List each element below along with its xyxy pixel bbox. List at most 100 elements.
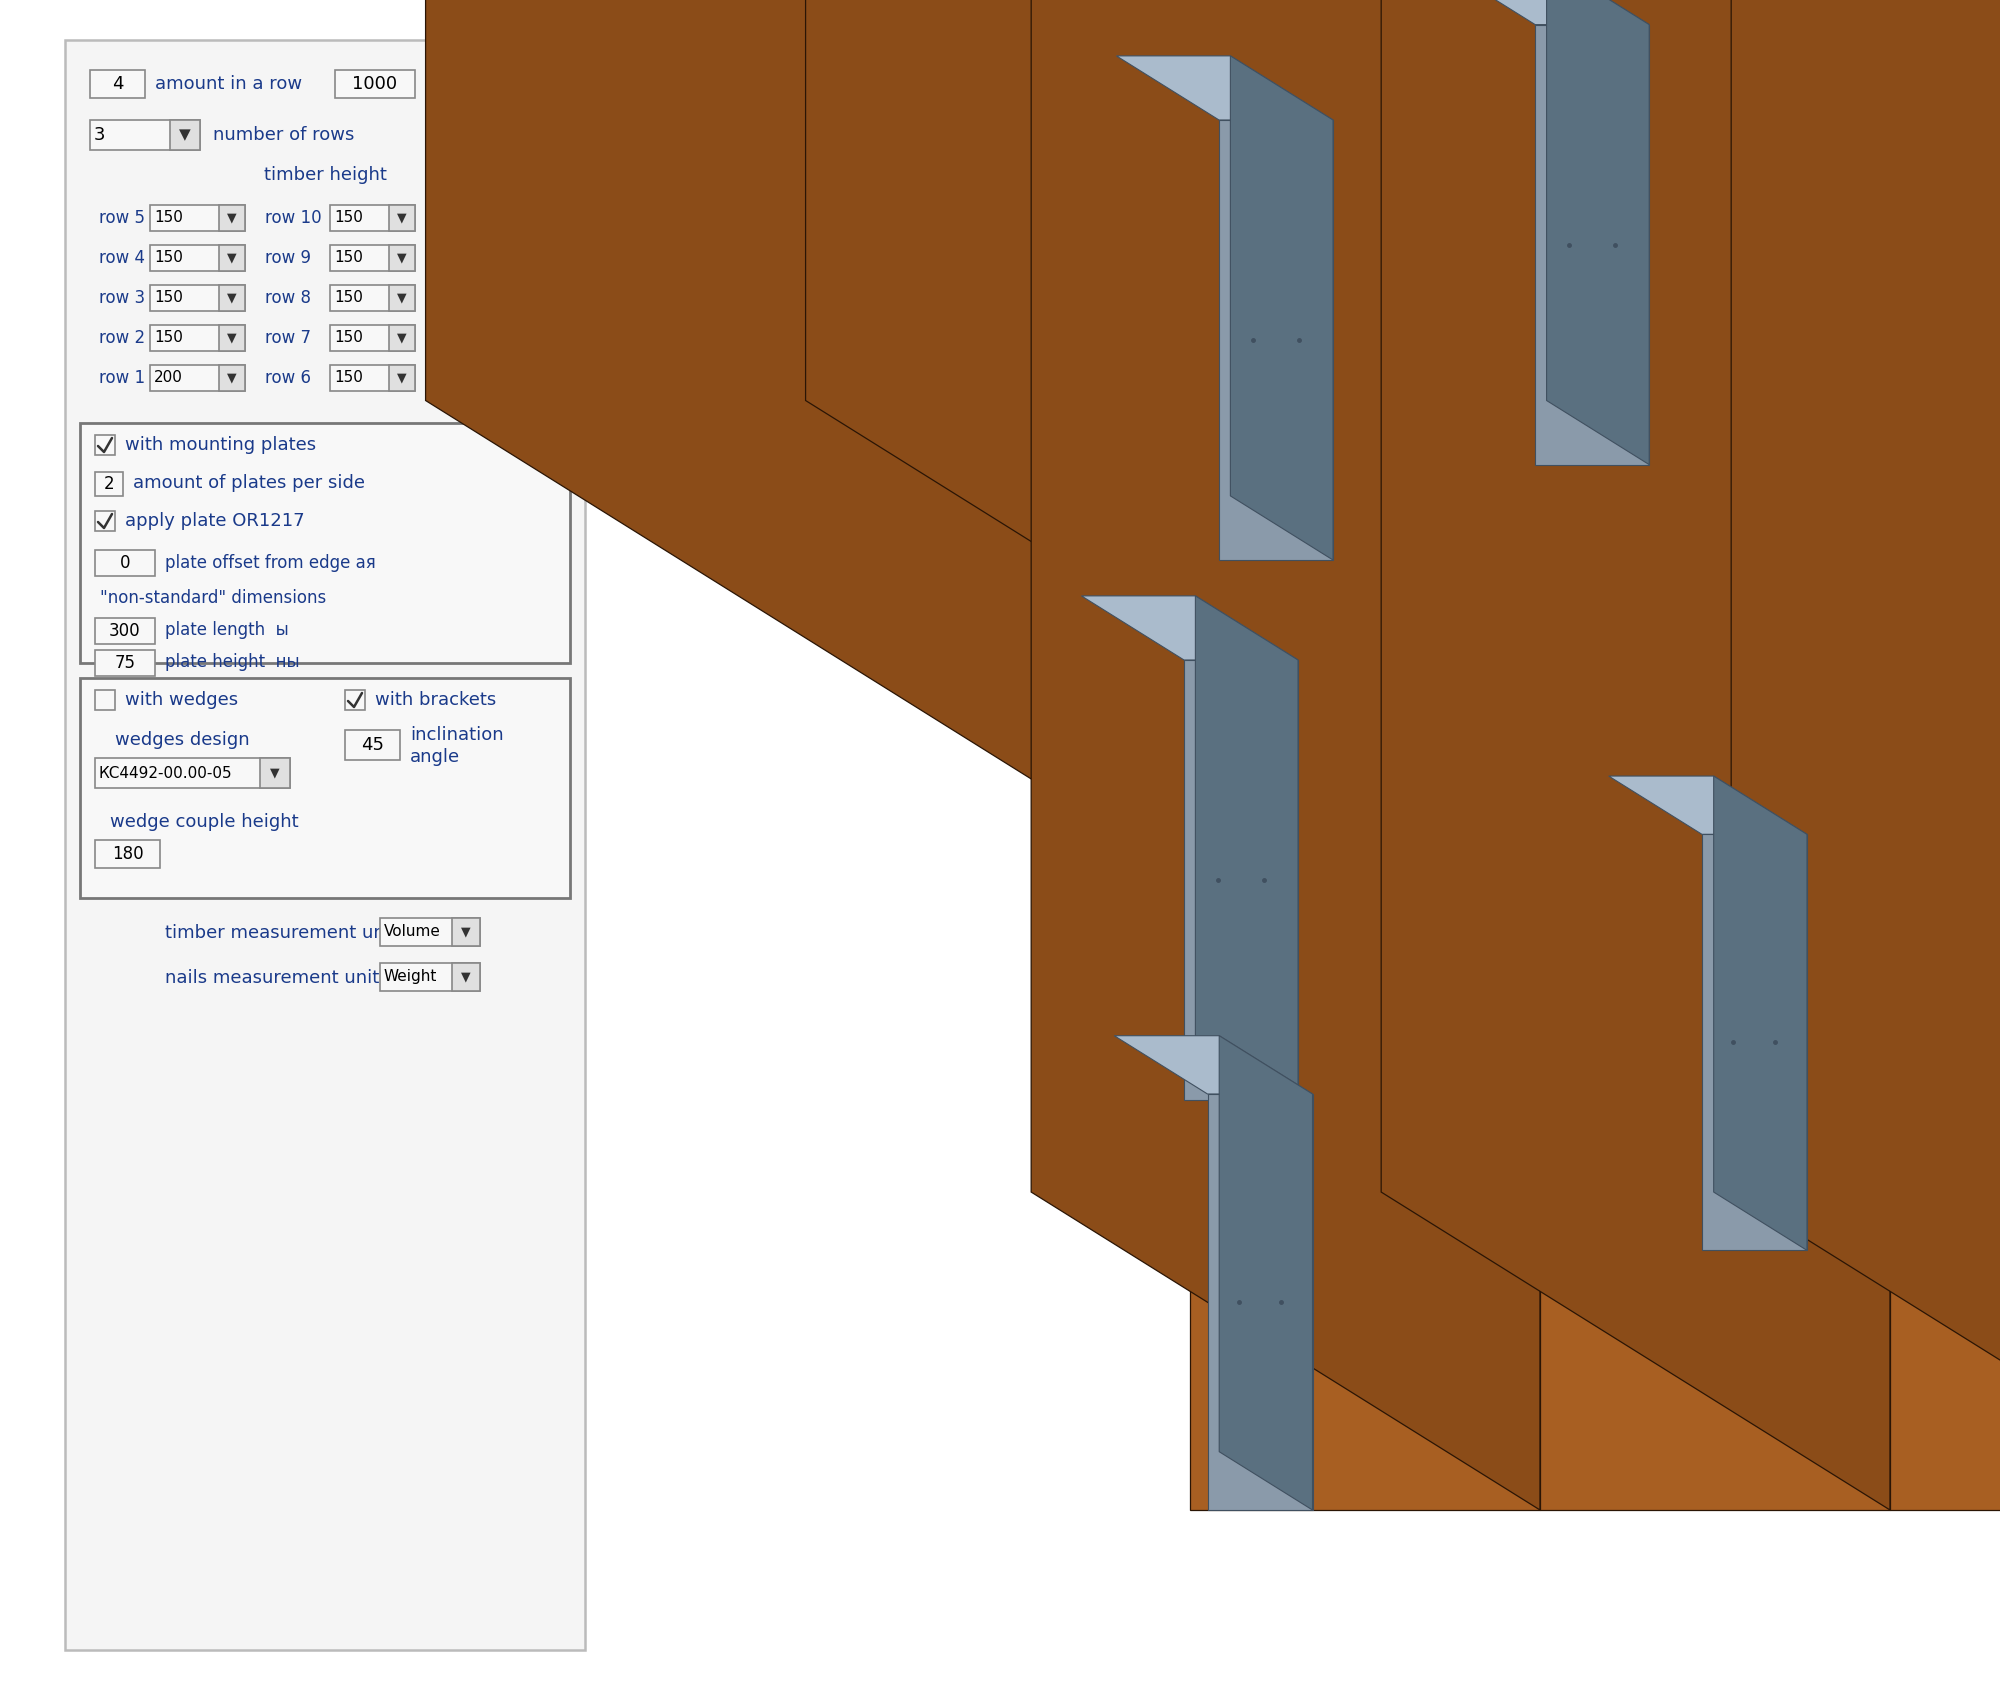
Polygon shape <box>1400 0 1960 560</box>
Text: ▼: ▼ <box>270 767 280 779</box>
Text: ▼: ▼ <box>398 331 406 344</box>
Bar <box>96 691 116 709</box>
Polygon shape <box>1432 0 1650 25</box>
Bar <box>260 759 290 787</box>
Text: 1000: 1000 <box>352 75 398 93</box>
Text: 150: 150 <box>334 210 362 226</box>
Text: ▼: ▼ <box>462 925 470 938</box>
Bar <box>452 962 480 991</box>
Text: wedges design: wedges design <box>116 731 250 748</box>
Polygon shape <box>1544 0 1924 1100</box>
Polygon shape <box>1890 0 2000 1510</box>
Text: 180: 180 <box>112 845 144 864</box>
Bar <box>96 759 290 787</box>
Text: plate offset from edge ая: plate offset from edge ая <box>164 553 376 572</box>
Bar <box>380 962 480 991</box>
Bar <box>150 326 244 351</box>
Bar <box>150 244 244 272</box>
Text: timber measurement unit: timber measurement unit <box>164 923 396 942</box>
Text: Weight: Weight <box>384 969 438 984</box>
Polygon shape <box>1608 776 1806 835</box>
Bar <box>388 326 416 351</box>
Bar <box>220 365 244 390</box>
Text: wedge couple height: wedge couple height <box>110 813 298 832</box>
Text: row 7: row 7 <box>264 329 312 346</box>
Text: 45: 45 <box>360 736 384 753</box>
Polygon shape <box>1220 1035 1312 1510</box>
Bar <box>330 326 416 351</box>
Text: angle: angle <box>410 748 460 765</box>
Text: with brackets: with brackets <box>376 691 496 709</box>
Polygon shape <box>1536 25 1650 465</box>
Text: ▼: ▼ <box>462 971 470 984</box>
Polygon shape <box>1032 0 1540 1510</box>
Text: 150: 150 <box>334 290 362 305</box>
Bar <box>90 70 144 98</box>
Text: row 1: row 1 <box>98 368 144 387</box>
Bar <box>96 434 116 455</box>
Bar <box>80 679 570 898</box>
Polygon shape <box>1184 660 1298 1100</box>
Text: ▼: ▼ <box>398 372 406 385</box>
Bar <box>96 511 116 531</box>
Bar <box>64 41 584 1649</box>
Polygon shape <box>1702 835 1806 1251</box>
Text: 150: 150 <box>334 251 362 265</box>
Text: plate length  ы: plate length ы <box>164 621 288 640</box>
Polygon shape <box>1114 1035 1312 1095</box>
Bar <box>380 918 480 945</box>
Text: row 2: row 2 <box>98 329 144 346</box>
Polygon shape <box>1230 56 1332 560</box>
Bar <box>330 285 416 311</box>
Polygon shape <box>1580 0 1960 560</box>
Text: 200: 200 <box>154 370 182 385</box>
Bar <box>388 285 416 311</box>
Polygon shape <box>1220 120 1332 560</box>
Text: 75: 75 <box>114 653 136 672</box>
Bar <box>388 244 416 272</box>
Bar <box>220 285 244 311</box>
Bar <box>96 472 124 496</box>
Text: 150: 150 <box>154 331 182 346</box>
Text: row 5: row 5 <box>100 209 144 227</box>
Text: with mounting plates: with mounting plates <box>124 436 316 455</box>
Bar <box>96 840 160 867</box>
Polygon shape <box>1566 0 2000 1100</box>
Polygon shape <box>1208 1095 1312 1510</box>
Text: inclination: inclination <box>410 726 504 743</box>
Text: ▼: ▼ <box>228 331 236 344</box>
Polygon shape <box>1714 776 1806 1251</box>
Text: "non-standard" dimensions: "non-standard" dimensions <box>100 589 326 608</box>
Polygon shape <box>1924 0 2000 1100</box>
Text: row 10: row 10 <box>264 209 322 227</box>
Polygon shape <box>1960 0 2000 560</box>
Text: amount of plates per side: amount of plates per side <box>132 473 364 492</box>
Polygon shape <box>806 0 1924 1100</box>
Text: ▼: ▼ <box>228 372 236 385</box>
Bar <box>336 70 416 98</box>
Text: 0: 0 <box>120 553 130 572</box>
Text: timber length: timber length <box>424 75 548 93</box>
Text: КС4492-00.00-05: КС4492-00.00-05 <box>100 765 232 781</box>
Text: apply plate OR1217: apply plate OR1217 <box>124 512 304 529</box>
Text: ▼: ▼ <box>398 292 406 304</box>
Polygon shape <box>426 0 1544 1100</box>
Polygon shape <box>1200 0 1580 560</box>
Text: row 9: row 9 <box>264 249 312 266</box>
Polygon shape <box>1164 0 1544 1100</box>
Text: row 3: row 3 <box>98 288 144 307</box>
Text: Volume: Volume <box>384 925 440 940</box>
Polygon shape <box>1382 0 1890 1510</box>
Bar <box>96 550 156 575</box>
Bar <box>220 205 244 231</box>
Bar <box>220 326 244 351</box>
Polygon shape <box>1546 0 1650 465</box>
Text: row 8: row 8 <box>264 288 312 307</box>
Bar <box>170 120 200 149</box>
Text: timber height: timber height <box>264 166 386 183</box>
Polygon shape <box>1196 596 1298 1100</box>
Bar <box>96 650 156 675</box>
Bar <box>346 730 400 760</box>
Bar <box>90 120 200 149</box>
Text: row 6: row 6 <box>264 368 312 387</box>
